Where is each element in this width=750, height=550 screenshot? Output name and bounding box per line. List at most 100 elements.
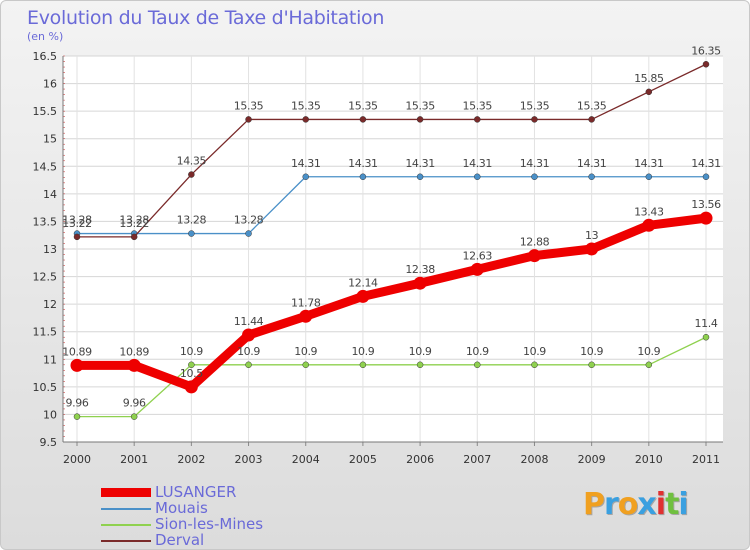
logo-letter: P bbox=[583, 487, 605, 522]
data-point bbox=[588, 361, 595, 369]
data-label: 14.35 bbox=[177, 155, 207, 168]
data-point bbox=[299, 309, 313, 323]
data-point bbox=[474, 173, 481, 181]
data-label: 11.78 bbox=[291, 296, 321, 309]
x-tick-label: 2007 bbox=[463, 453, 491, 466]
data-label: 14.31 bbox=[577, 157, 607, 170]
legend-swatch bbox=[101, 488, 151, 497]
y-tick-label: 12 bbox=[43, 298, 57, 311]
x-tick-label: 2004 bbox=[292, 453, 320, 466]
legend-label: Derval bbox=[155, 531, 205, 549]
data-point bbox=[645, 361, 653, 369]
x-tick-label: 2001 bbox=[120, 453, 148, 466]
x-tick-label: 2009 bbox=[578, 453, 606, 466]
y-tick-label: 10 bbox=[43, 408, 57, 421]
data-point bbox=[474, 116, 481, 123]
data-label: 13.28 bbox=[119, 214, 149, 227]
data-label: 15.35 bbox=[520, 99, 550, 112]
x-tick-label: 2008 bbox=[520, 453, 548, 466]
logo-letter: x bbox=[637, 487, 656, 522]
data-label: 10.9 bbox=[237, 345, 260, 358]
data-point bbox=[245, 116, 252, 123]
data-label: 16.35 bbox=[691, 44, 721, 57]
x-tick-label: 2011 bbox=[692, 453, 720, 466]
grid bbox=[63, 55, 723, 443]
data-point bbox=[302, 116, 309, 123]
data-point bbox=[188, 361, 195, 369]
data-label: 14.31 bbox=[405, 157, 435, 170]
data-point bbox=[474, 361, 481, 369]
data-point bbox=[702, 333, 710, 341]
legend-swatch bbox=[101, 540, 151, 542]
data-point bbox=[588, 173, 595, 181]
data-point bbox=[302, 173, 309, 181]
series-line bbox=[76, 63, 707, 238]
axes: 9.5 10 10.5 11 11.5 12 12.5 13 13.5 14 14.5 15 15.5 1… bbox=[33, 50, 723, 466]
y-tick-label: 10.5 bbox=[33, 381, 58, 394]
data-label: 13.28 bbox=[177, 214, 207, 227]
series-line bbox=[76, 176, 707, 235]
legend-label: Mouais bbox=[155, 499, 208, 517]
data-point bbox=[73, 233, 81, 241]
data-label: 13.56 bbox=[691, 198, 721, 211]
series-line bbox=[72, 213, 711, 392]
data-point bbox=[359, 361, 367, 369]
data-label: 15.35 bbox=[234, 99, 264, 112]
proxiti-logo: Proxiti bbox=[583, 487, 689, 522]
data-label: 11.4 bbox=[695, 317, 718, 330]
x-tick-label: 2000 bbox=[63, 453, 91, 466]
series-lines bbox=[70, 61, 713, 420]
data-label: 10.89 bbox=[119, 345, 149, 358]
logo-letter: t bbox=[665, 487, 679, 522]
x-tick-label: 2006 bbox=[406, 453, 434, 466]
data-point bbox=[245, 361, 252, 369]
legend-label: LUSANGER bbox=[155, 483, 237, 501]
chart-unit: (en %) bbox=[27, 30, 64, 43]
data-point bbox=[70, 358, 84, 372]
data-point bbox=[416, 361, 424, 369]
y-tick-label: 16.5 bbox=[33, 50, 58, 63]
y-tick-label: 12.5 bbox=[33, 271, 58, 284]
data-label: 14.31 bbox=[691, 157, 721, 170]
data-point bbox=[73, 413, 81, 420]
legend-swatch bbox=[101, 508, 151, 510]
data-point bbox=[702, 173, 710, 181]
data-point bbox=[245, 230, 252, 237]
data-point bbox=[416, 173, 424, 181]
data-label: 13.22 bbox=[62, 217, 92, 230]
data-label: 12.63 bbox=[463, 249, 493, 262]
data-point bbox=[531, 361, 538, 369]
data-point bbox=[702, 61, 710, 68]
series-line bbox=[76, 336, 707, 418]
data-point bbox=[416, 116, 424, 123]
data-label: 14.31 bbox=[348, 157, 378, 170]
data-label: 10.9 bbox=[580, 345, 603, 358]
data-label: 14.31 bbox=[520, 157, 550, 170]
data-point bbox=[527, 249, 541, 263]
chart-title: Evolution du Taux de Taxe d'Habitation bbox=[27, 7, 385, 29]
data-point bbox=[302, 361, 309, 369]
data-label: 10.9 bbox=[294, 345, 317, 358]
data-label: 10.9 bbox=[180, 345, 203, 358]
data-label: 15.35 bbox=[405, 99, 435, 112]
data-point bbox=[642, 218, 656, 232]
data-point bbox=[242, 328, 256, 342]
data-label: 13 bbox=[585, 229, 599, 242]
y-tick-label: 11 bbox=[43, 353, 57, 366]
data-point bbox=[130, 413, 138, 420]
data-label: 15.35 bbox=[463, 99, 493, 112]
data-label: 10.9 bbox=[523, 345, 546, 358]
data-label: 12.38 bbox=[405, 263, 435, 276]
data-point bbox=[359, 173, 367, 181]
logo-letter: r bbox=[604, 487, 619, 522]
data-label: 12.14 bbox=[348, 276, 378, 289]
data-label: 10.9 bbox=[637, 345, 660, 358]
data-label: 15.35 bbox=[348, 99, 378, 112]
data-label: 11.44 bbox=[234, 315, 264, 328]
data-point bbox=[585, 242, 599, 256]
legend-label: Sion-les-Mines bbox=[155, 515, 264, 533]
data-label: 15.35 bbox=[291, 99, 321, 112]
logo-letter: i bbox=[655, 487, 666, 522]
